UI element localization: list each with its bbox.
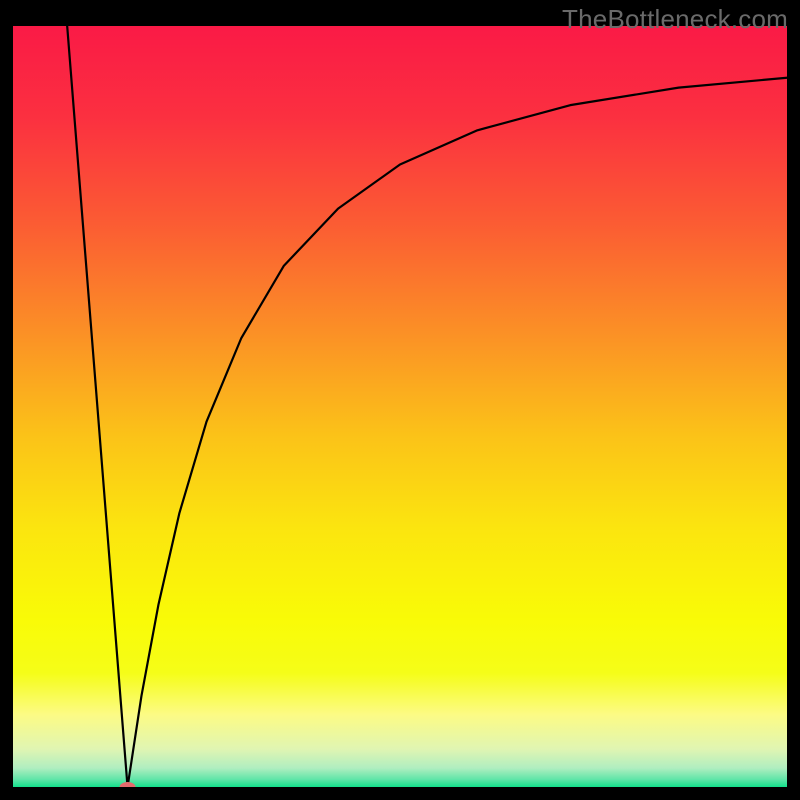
bottleneck-chart: [0, 0, 800, 800]
bottleneck-marker: [120, 782, 136, 792]
watermark-text: TheBottleneck.com: [562, 4, 788, 35]
chart-container: TheBottleneck.com: [0, 0, 800, 800]
plot-background: [13, 26, 787, 787]
